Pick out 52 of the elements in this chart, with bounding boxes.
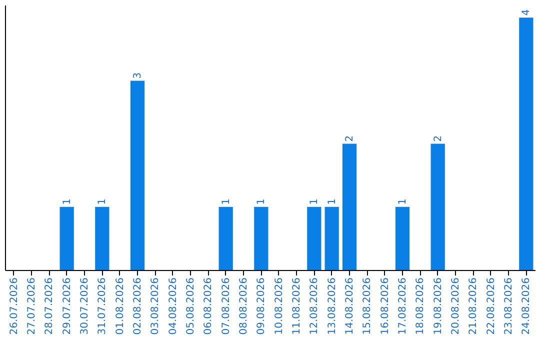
- x-tick-label: 03.08.2026: [150, 278, 162, 335]
- data-label: 1: [309, 198, 320, 205]
- x-tick-label: 05.08.2026: [186, 278, 196, 335]
- bar: [519, 18, 534, 270]
- x-tick-label: 18.08.2026: [415, 278, 426, 335]
- x-tick-label: 23.08.2026: [504, 278, 514, 335]
- bar: [254, 206, 268, 270]
- bar: [307, 206, 322, 270]
- x-tick-label: 22.08.2026: [486, 278, 497, 335]
- bar: [430, 144, 445, 270]
- x-tick-label: 11.08.2026: [292, 278, 302, 335]
- x-tick-label: 04.08.2026: [168, 278, 179, 335]
- x-tick-label: 07.08.2026: [220, 278, 232, 335]
- bar: [324, 206, 339, 270]
- x-tick-label: 28.07.2026: [44, 278, 56, 335]
- data-label: 1: [220, 198, 232, 205]
- bar: [60, 206, 74, 270]
- x-tick-label: 19.08.2026: [432, 278, 444, 335]
- x-tick-label: 10.08.2026: [274, 278, 285, 335]
- x-tick-label: 20.08.2026: [450, 278, 462, 335]
- data-label: 1: [62, 198, 73, 205]
- data-label: 3: [132, 72, 144, 79]
- x-tick-label: 14.08.2026: [344, 278, 356, 335]
- x-tick-label: 12.08.2026: [309, 278, 320, 335]
- x-tick-label: 06.08.2026: [203, 278, 214, 335]
- x-tick-label: 31.07.2026: [97, 278, 108, 335]
- x-tick-label: 13.08.2026: [326, 278, 338, 335]
- x-tick-label: 15.08.2026: [362, 278, 374, 335]
- data-label: 2: [344, 135, 356, 142]
- x-tick-label: 01.08.2026: [114, 278, 126, 335]
- x-tick-label: 30.07.2026: [80, 278, 90, 335]
- x-tick-label: 27.07.2026: [26, 278, 38, 335]
- x-tick-label: 29.07.2026: [62, 278, 73, 335]
- bar: [95, 206, 110, 270]
- x-tick-label: 02.08.2026: [132, 278, 144, 335]
- x-tick-label: 24.08.2026: [521, 278, 532, 335]
- x-tick-label: 09.08.2026: [256, 278, 268, 335]
- x-tick-label: 21.08.2026: [468, 278, 480, 335]
- data-label: 1: [256, 198, 268, 205]
- bar: [130, 80, 145, 270]
- x-tick-label: 26.07.2026: [8, 278, 20, 335]
- data-label: 1: [97, 198, 108, 205]
- data-label: 1: [326, 198, 338, 205]
- data-label: 2: [432, 135, 444, 142]
- bar: [218, 206, 233, 270]
- bar: [395, 206, 410, 270]
- x-tick-label: 17.08.2026: [398, 278, 408, 335]
- x-tick-label: 16.08.2026: [380, 278, 391, 335]
- bar: [342, 144, 357, 270]
- data-label: 1: [398, 198, 408, 205]
- x-tick-label: 08.08.2026: [238, 278, 250, 335]
- data-label: 4: [521, 9, 532, 16]
